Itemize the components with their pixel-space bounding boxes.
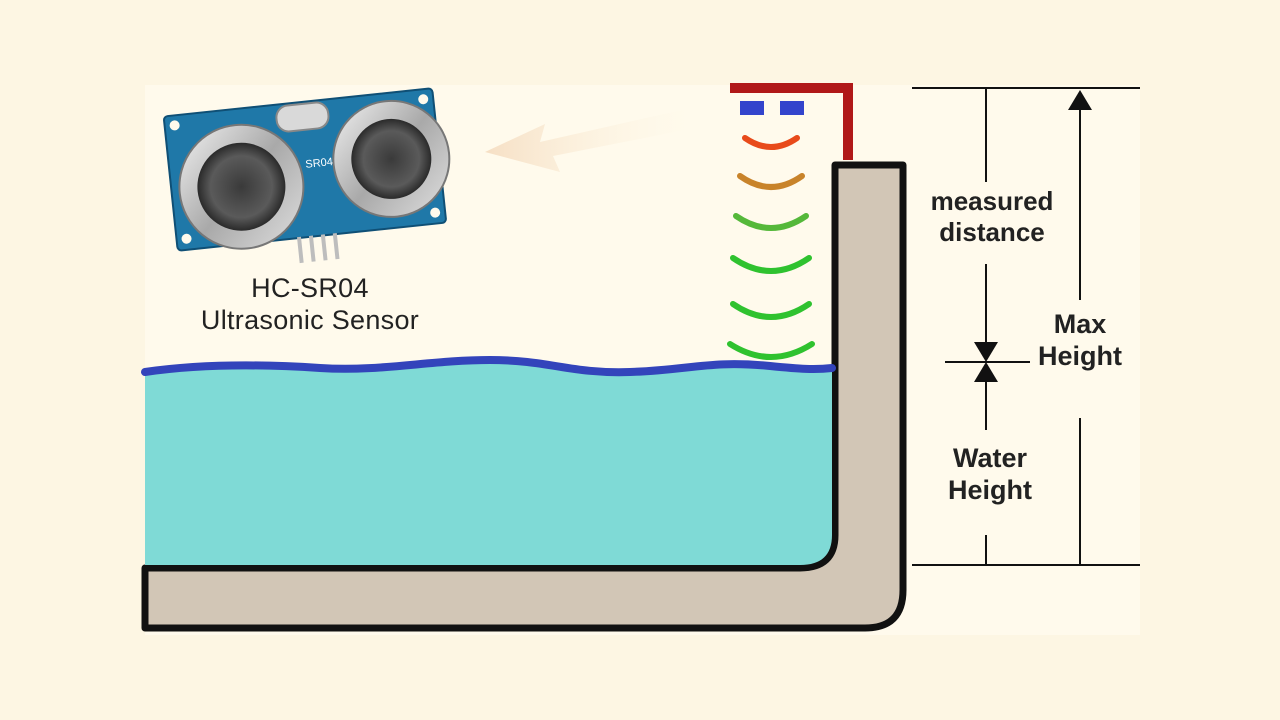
water-body: [145, 360, 832, 565]
dimension-lines: [912, 87, 1140, 566]
sensor-mount-bracket: [730, 83, 853, 160]
measured-distance-label: measured distance: [912, 186, 1072, 248]
tank-wall: [141, 161, 907, 632]
sensor-model-label: HC-SR04: [251, 273, 369, 303]
transducer-left: [740, 101, 764, 115]
wave-arc-2: [737, 173, 805, 190]
max-height-label: Max Height: [1020, 308, 1140, 373]
wave-arc-3: [733, 213, 809, 231]
max-height-arrowhead: [1068, 90, 1092, 110]
ultrasonic-sensor-module-icon: SR04: [163, 87, 451, 264]
sensor-type-label: Ultrasonic Sensor: [200, 305, 420, 336]
wave-arc-5: [730, 301, 812, 320]
wave-arc-4: [730, 255, 812, 274]
measured-distance-arrowhead: [974, 342, 998, 362]
water-height-label-line1: Water: [952, 443, 1027, 473]
pointer-arrow-icon: [485, 108, 695, 172]
sensor-board-print: SR04: [305, 156, 334, 171]
sensor-caption: HC-SR04 Ultrasonic Sensor: [170, 272, 450, 337]
wave-arc-1: [742, 135, 800, 150]
water-height-label: Water Height: [920, 442, 1060, 507]
dimension-arrowheads: [974, 90, 1092, 382]
max-height-label-line1: Max: [1053, 309, 1107, 339]
wave-arc-6: [727, 341, 815, 360]
water-height-arrowhead: [974, 362, 998, 382]
ultrasonic-waves: [727, 135, 815, 360]
measured-distance-label-line2: distance: [939, 217, 1045, 248]
water-surface: [141, 355, 836, 377]
water-height-label-line2: Height: [948, 475, 1032, 506]
transducer-right: [780, 101, 804, 115]
max-height-label-line2: Height: [1038, 341, 1122, 372]
measured-distance-label-line1: measured: [930, 186, 1054, 216]
